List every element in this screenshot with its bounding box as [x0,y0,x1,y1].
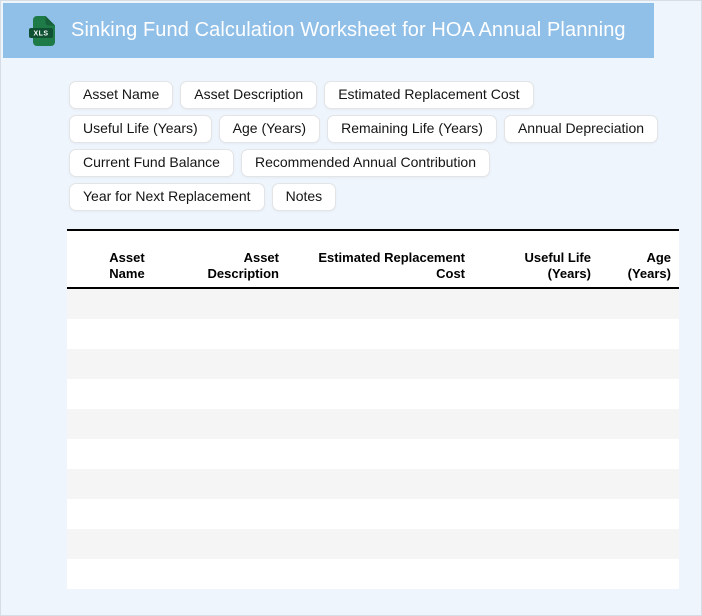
table-cell [67,529,187,559]
table-cell [473,319,599,349]
field-chip-list: Asset Name Asset Description Estimated R… [69,81,683,211]
table-cell [599,379,679,409]
table-cell [599,559,679,589]
table-row [67,379,679,409]
table-cell [473,499,599,529]
table-row [67,499,679,529]
field-chip-annual-depreciation[interactable]: Annual Depreciation [503,115,659,143]
table-cell [187,439,287,469]
table-cell [473,379,599,409]
field-chip-estimated-replacement-cost[interactable]: Estimated Replacement Cost [324,81,534,109]
table-cell [287,529,473,559]
table-body [67,288,679,589]
table-cell [187,499,287,529]
column-header-asset-name: Asset Name [109,250,145,281]
table-header-row: Asset Name Asset Description Estimated R… [67,230,679,288]
field-chip-useful-life[interactable]: Useful Life (Years) [69,115,212,143]
field-chip-remaining-life[interactable]: Remaining Life (Years) [327,115,497,143]
table-cell [67,559,187,589]
table-cell [287,559,473,589]
table-cell [187,409,287,439]
table-cell [599,288,679,319]
table-cell [187,559,287,589]
table-cell [473,288,599,319]
table-cell [287,379,473,409]
table-cell [287,288,473,319]
table-row [67,559,679,589]
table-cell [599,529,679,559]
table-cell [473,469,599,499]
table-cell [67,469,187,499]
table-cell [473,439,599,469]
table-cell [473,409,599,439]
table-cell [67,288,187,319]
table-cell [187,349,287,379]
column-header-estimated-replacement-cost: Estimated Replacement Cost [318,250,465,281]
field-chip-year-for-next-replacement[interactable]: Year for Next Replacement [69,183,265,211]
field-chip-recommended-annual-contribution[interactable]: Recommended Annual Contribution [240,149,490,177]
table-row [67,469,679,499]
table-cell [599,469,679,499]
table-cell [287,319,473,349]
column-header-age: Age (Years) [627,250,671,281]
xls-badge-label: XLS [33,30,48,37]
table-cell [473,529,599,559]
table-cell [67,349,187,379]
field-chip-current-fund-balance[interactable]: Current Fund Balance [69,149,234,177]
table-cell [287,349,473,379]
table-cell [67,439,187,469]
table-cell [473,559,599,589]
table-cell [599,349,679,379]
header-bar: XLS Sinking Fund Calculation Worksheet f… [3,3,654,58]
table-cell [599,439,679,469]
page-title: Sinking Fund Calculation Worksheet for H… [71,19,626,41]
table-cell [473,349,599,379]
table-cell [187,379,287,409]
column-header-asset-description: Asset Description [207,250,279,281]
column-header-useful-life: Useful Life (Years) [524,250,591,281]
field-chip-asset-name[interactable]: Asset Name [69,81,174,109]
table-cell [187,288,287,319]
xls-file-icon: XLS [27,15,57,47]
table-cell [287,439,473,469]
table-cell [599,409,679,439]
field-chip-asset-description[interactable]: Asset Description [180,81,318,109]
table-cell [67,379,187,409]
field-chip-age[interactable]: Age (Years) [218,115,321,143]
table-cell [599,319,679,349]
table-row [67,439,679,469]
table-row [67,319,679,349]
table-cell [287,469,473,499]
table-cell [187,319,287,349]
table-cell [287,499,473,529]
table-cell [67,409,187,439]
table-cell [67,499,187,529]
table-cell [287,409,473,439]
table-row [67,288,679,319]
table-row [67,409,679,439]
table-row [67,349,679,379]
table-cell [187,529,287,559]
table-row [67,529,679,559]
worksheet-table: Asset Name Asset Description Estimated R… [67,229,679,589]
table-cell [67,319,187,349]
field-chip-notes[interactable]: Notes [271,183,337,211]
table-cell [599,499,679,529]
table-cell [187,469,287,499]
